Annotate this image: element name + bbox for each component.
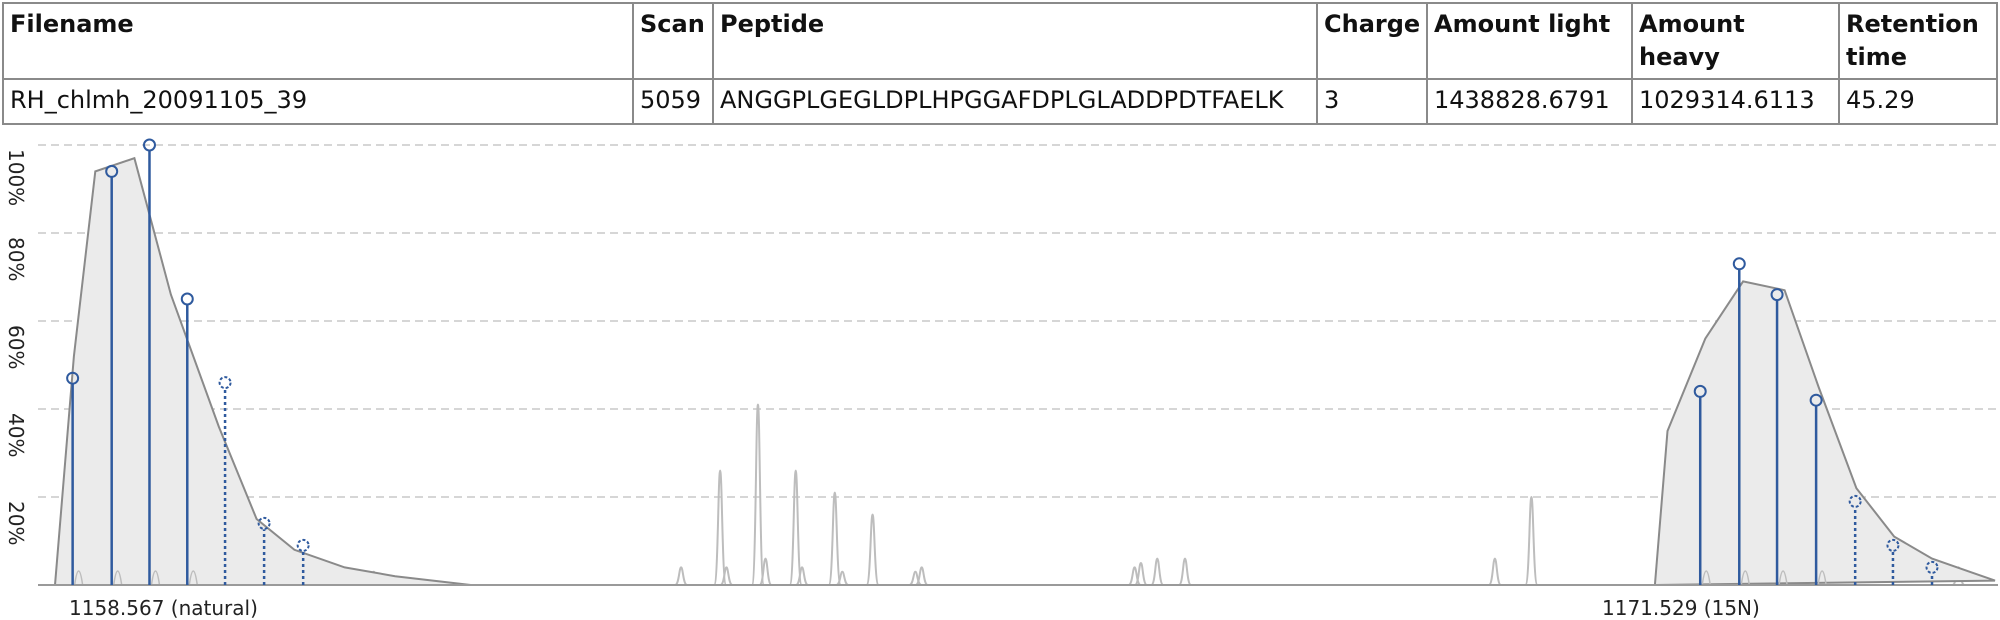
cell-filename: RH_chlmh_20091105_39 bbox=[2, 78, 634, 125]
peak-mz-label: 1158.567 (natural) bbox=[69, 596, 258, 620]
peptide-info-table: Filename Scan Peptide Charge Amount ligh… bbox=[2, 2, 1998, 125]
envelope-bump bbox=[1740, 570, 1751, 586]
envelope-bump bbox=[112, 570, 123, 586]
observed-isotope-marker bbox=[180, 292, 194, 306]
background-peak bbox=[713, 469, 728, 586]
background-peak bbox=[865, 513, 880, 586]
cell-amount-heavy: 1029314.6113 bbox=[1631, 78, 1840, 125]
background-peak bbox=[1524, 495, 1539, 586]
background-peak bbox=[750, 403, 765, 586]
envelope-bump bbox=[73, 570, 84, 586]
observed-isotope-marker bbox=[105, 164, 119, 178]
observed-isotope-marker bbox=[66, 371, 80, 385]
y-tick-label: 20% bbox=[4, 501, 28, 545]
predicted-isotope-marker bbox=[1925, 560, 1939, 574]
background-peak bbox=[1134, 561, 1148, 586]
background-peak bbox=[1487, 557, 1502, 586]
background-peak bbox=[827, 491, 842, 586]
y-tick-label: 100% bbox=[4, 149, 28, 206]
header-scan: Scan bbox=[632, 2, 714, 80]
cell-amount-light: 1438828.6791 bbox=[1426, 78, 1633, 125]
header-amount-light: Amount light bbox=[1426, 2, 1633, 80]
observed-isotope-marker bbox=[1770, 288, 1784, 302]
envelope-bump bbox=[188, 570, 199, 586]
cell-peptide: ANGGPLGEGLDPLHPGGAFDPLGLADDPDTFAELK bbox=[712, 78, 1318, 125]
peak-mz-label: 1171.529 (15N) bbox=[1602, 596, 1760, 620]
header-filename: Filename bbox=[2, 2, 634, 80]
isotope-spectrum-chart: 20% 40% 60% 80% 100% 1158.567 (natural) 1171.5… bbox=[4, 138, 1998, 620]
cell-retention-time: 45.29 bbox=[1838, 78, 1998, 125]
envelope-bump bbox=[150, 570, 161, 586]
background-peak bbox=[674, 566, 688, 586]
observed-isotope-marker bbox=[142, 138, 156, 152]
y-tick-label: 40% bbox=[4, 413, 28, 457]
cell-charge: 3 bbox=[1316, 78, 1428, 125]
table-header-row: Filename Scan Peptide Charge Amount ligh… bbox=[2, 2, 1998, 80]
cell-scan: 5059 bbox=[632, 78, 714, 125]
background-peak bbox=[795, 566, 809, 586]
table-row[interactable]: RH_chlmh_20091105_39 5059 ANGGPLGEGLDPLH… bbox=[2, 78, 1998, 125]
predicted-isotope-marker bbox=[257, 516, 271, 530]
background-peak bbox=[1178, 557, 1192, 586]
background-peak bbox=[788, 469, 803, 586]
predicted-isotope-marker bbox=[296, 538, 310, 552]
envelope-bump bbox=[1778, 570, 1788, 586]
header-amount-heavy: Amount heavy bbox=[1631, 2, 1840, 80]
background-peak bbox=[1150, 557, 1165, 586]
isotope-envelope-15N bbox=[1653, 280, 1996, 587]
observed-isotope-marker bbox=[1693, 384, 1707, 398]
observed-isotope-marker bbox=[1809, 393, 1823, 407]
background-peak bbox=[719, 566, 733, 586]
envelope-bump bbox=[1817, 570, 1827, 586]
envelope-bump bbox=[1701, 570, 1711, 586]
predicted-isotope-marker bbox=[218, 376, 232, 390]
header-peptide: Peptide bbox=[712, 2, 1318, 80]
y-tick-label: 80% bbox=[4, 237, 28, 281]
y-tick-label: 60% bbox=[4, 325, 28, 369]
header-charge: Charge bbox=[1316, 2, 1428, 80]
background-peak bbox=[758, 557, 773, 586]
predicted-isotope-marker bbox=[1886, 538, 1900, 552]
predicted-isotope-marker bbox=[1848, 494, 1862, 508]
observed-isotope-marker bbox=[1732, 257, 1746, 271]
isotope-envelope-natural bbox=[53, 156, 471, 586]
header-retention-time: Retention time bbox=[1838, 2, 1998, 80]
background-peak bbox=[915, 566, 929, 586]
background-peak bbox=[835, 570, 849, 586]
